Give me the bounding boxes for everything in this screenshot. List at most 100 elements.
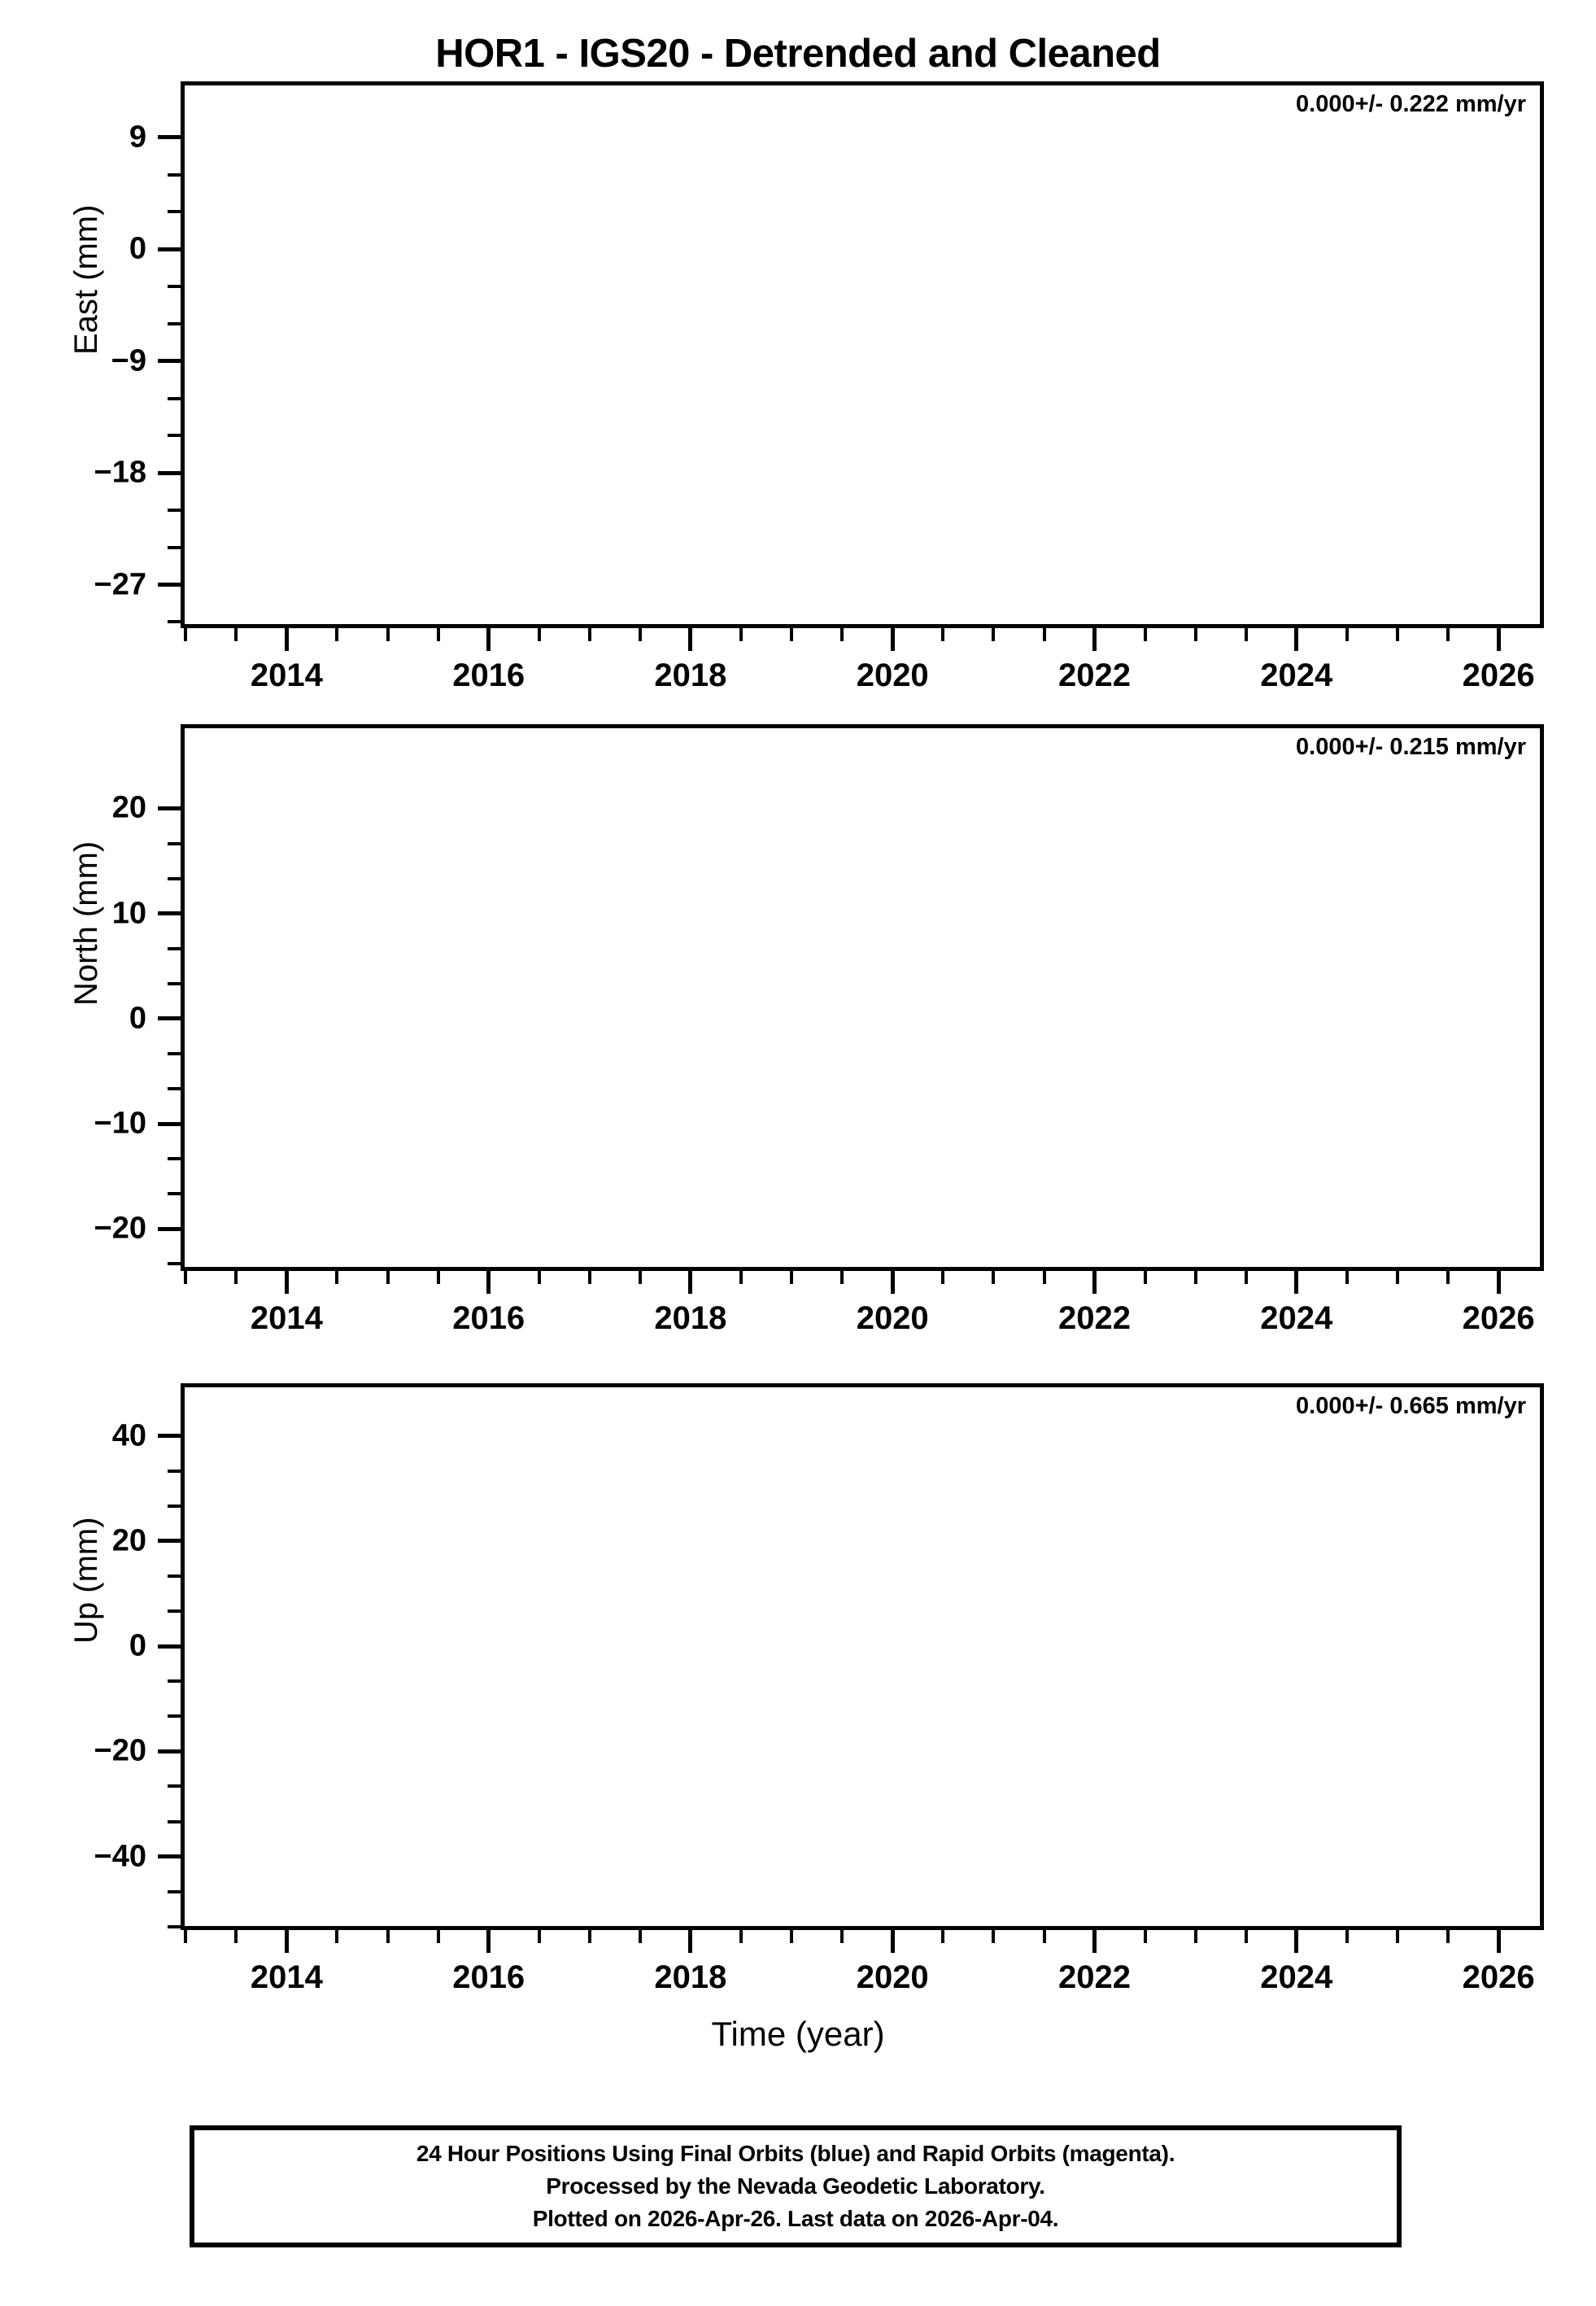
y-tick-label: 0 (129, 231, 146, 266)
x-tick (1294, 1930, 1299, 1953)
y-tick-label: −9 (111, 343, 146, 378)
x-tick (688, 1930, 693, 1953)
x-tick (486, 1271, 491, 1294)
y-tick-minor (168, 508, 181, 512)
x-tick-label: 2014 (250, 1959, 323, 1995)
y-tick-label: 9 (129, 120, 146, 155)
y-tick-minor (168, 1504, 181, 1508)
x-tick-minor (234, 1271, 238, 1284)
x-tick-minor (840, 1271, 844, 1284)
x-tick-minor (1396, 1271, 1399, 1284)
y-tick-minor (168, 620, 181, 624)
x-tick-minor (790, 1271, 794, 1284)
x-tick-label: 2018 (654, 1959, 727, 1995)
x-tick (890, 1271, 895, 1294)
x-tick (1496, 1271, 1501, 1294)
y-tick-minor (168, 1714, 181, 1719)
x-tick-label: 2020 (856, 657, 929, 693)
y-tick-minor (168, 806, 181, 810)
y-tick-label: 40 (111, 1418, 146, 1453)
x-tick-minor (1446, 1271, 1450, 1284)
x-tick-label: 2024 (1260, 657, 1333, 693)
x-tick (890, 1930, 895, 1953)
panel-east: 0.000+/- 0.222 mm/yr 9 0 −9 −18 −27 2014 2016 2… (68, 81, 1544, 693)
x-tick-minor (386, 1271, 390, 1284)
y-tick-minor (168, 1784, 181, 1788)
x-tick (284, 1930, 289, 1953)
x-tick-label: 2022 (1058, 1300, 1131, 1336)
x-tick-minor (1042, 628, 1046, 641)
y-tick-label: −18 (94, 455, 146, 490)
x-tick-minor (992, 628, 996, 641)
y-tick-minor (168, 135, 181, 139)
y-tick-label: −10 (94, 1106, 146, 1141)
x-tick-minor (992, 1930, 996, 1943)
x-tick-minor (436, 1271, 440, 1284)
x-tick-label: 2024 (1260, 1300, 1333, 1336)
x-tick-label: 2016 (452, 657, 525, 693)
y-tick-label: −40 (94, 1839, 146, 1873)
y-tick-minor (168, 1854, 181, 1858)
y-tick-minor (168, 911, 181, 915)
x-tick-minor (1193, 628, 1197, 641)
y-tick-minor (168, 981, 181, 985)
x-tick-minor (1193, 1271, 1197, 1284)
x-tick-minor (941, 628, 945, 641)
page-title: HOR1 - IGS20 - Detrended and Cleaned (435, 32, 1161, 76)
x-tick (688, 628, 693, 651)
x-tick (1092, 1930, 1097, 1953)
x-tick-minor (1042, 1930, 1046, 1943)
x-tick-label: 2022 (1058, 1959, 1131, 1995)
x-tick-minor (739, 1930, 743, 1943)
x-tick-minor (638, 628, 642, 641)
y-tick-minor (168, 1574, 181, 1578)
x-tick-label: 2014 (250, 1300, 323, 1336)
y-tick-label: −27 (94, 567, 146, 601)
x-tick-label: 2018 (654, 657, 727, 693)
x-tick-minor (1345, 628, 1349, 641)
footer-line-1: 24 Hour Positions Using Final Orbits (bl… (416, 2141, 1175, 2167)
footer-line-2: Processed by the Nevada Geodetic Laborat… (546, 2173, 1045, 2199)
y-tick-label: 0 (129, 1628, 146, 1663)
panel-up: 0.000+/- 0.665 mm/yr 40 20 0 −20 −40 2014 2016… (68, 1383, 1544, 1995)
y-tick-minor (168, 1262, 181, 1266)
y-tick-minor (168, 1539, 181, 1543)
y-tick-minor (168, 1434, 181, 1438)
x-tick-label: 2016 (452, 1300, 525, 1336)
x-tick-minor (436, 628, 440, 641)
y-tick-minor (168, 1679, 181, 1684)
x-tick-minor (436, 1930, 440, 1943)
x-tick-minor (234, 1930, 238, 1943)
rate-annotation-up: 0.000+/- 0.665 mm/yr (1296, 1393, 1526, 1419)
x-tick (1294, 1271, 1299, 1294)
panel-north: 0.000+/- 0.215 mm/yr 20 10 0 −10 −20 2014 2016… (68, 724, 1544, 1336)
x-tick-label: 2024 (1260, 1959, 1333, 1995)
x-tick-minor (1143, 628, 1147, 641)
y-tick-minor (168, 1192, 181, 1196)
x-tick-label: 2026 (1462, 1959, 1535, 1995)
y-tick-minor (168, 434, 181, 438)
x-tick-minor (1446, 1930, 1450, 1943)
y-tick-minor (168, 396, 181, 400)
y-axis-title-up: Up (mm) (68, 1517, 104, 1644)
y-tick-label: 20 (111, 1523, 146, 1558)
x-tick-minor (234, 628, 238, 641)
x-tick-minor (790, 628, 794, 641)
y-axis-title-east: East (mm) (68, 204, 104, 355)
y-tick-label: 20 (111, 790, 146, 825)
y-tick-minor (168, 1469, 181, 1473)
x-tick-label: 2022 (1058, 657, 1131, 693)
x-tick-minor (587, 1271, 591, 1284)
y-tick-minor (168, 173, 181, 177)
x-tick-minor (1446, 628, 1450, 641)
x-tick-label: 2020 (856, 1959, 929, 1995)
x-tick-minor (941, 1271, 945, 1284)
x-tick-minor (386, 1930, 390, 1943)
x-tick (890, 628, 895, 651)
x-tick-minor (1193, 1930, 1197, 1943)
x-tick-minor (638, 1271, 642, 1284)
x-tick-minor (537, 1930, 541, 1943)
y-tick-minor (168, 1609, 181, 1613)
x-tick-minor (1244, 628, 1248, 641)
x-tick-label: 2026 (1462, 1300, 1535, 1336)
